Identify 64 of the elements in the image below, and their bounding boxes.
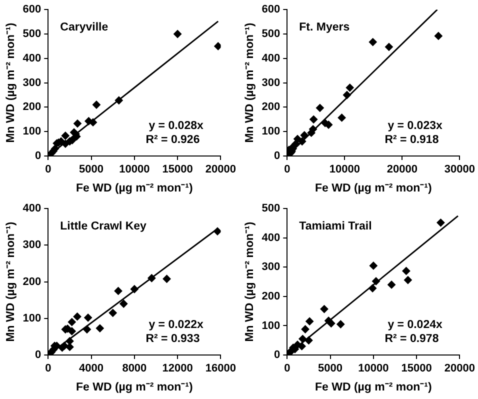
y-tick-label: 200	[22, 101, 42, 114]
x-tick-label: 5000	[318, 362, 343, 375]
annotation: y = 0.023x	[388, 120, 443, 132]
y-tick-label: 100	[262, 320, 280, 332]
y-tick-label: 300	[262, 261, 280, 274]
x-tick-label: 10000	[329, 164, 360, 176]
y-tick-label: 200	[262, 290, 280, 302]
y-tick-label: 0	[35, 150, 42, 162]
y-tick-label: 0	[274, 349, 280, 362]
y-axis-title: Mn WD (µg m⁻² mon⁻¹)	[5, 222, 18, 342]
x-tick-label: 15000	[401, 362, 432, 375]
x-axis-title: Fe WD (µg m⁻² mon⁻¹)	[76, 182, 194, 194]
x-tick-label: 0	[45, 362, 52, 375]
y-tick-label: 400	[262, 232, 280, 244]
x-tick-label: 0	[45, 164, 52, 176]
annotation: R² = 0.978	[384, 333, 440, 345]
text: Ft. Myers	[299, 22, 350, 34]
x-tick-label: 20000	[444, 362, 476, 375]
y-tick-label: 0	[274, 150, 280, 162]
x-tick-label: 10000	[358, 362, 389, 375]
y-tick-label: 400	[262, 52, 280, 64]
x-tick-label: 5000	[79, 164, 104, 176]
y-tick-label: 0	[35, 349, 42, 362]
y-tick-label: 100	[22, 126, 42, 138]
x-axis-title: Fe WD (µg m⁻² mon⁻¹)	[315, 182, 432, 194]
y-tick-label: 600	[22, 4, 42, 16]
y-tick-label: 100	[22, 312, 42, 324]
annotation: y = 0.024x	[388, 319, 443, 331]
text: Tamiami Trail	[299, 220, 372, 233]
text: Caryville	[60, 22, 108, 34]
x-tick-label: 8000	[122, 362, 147, 375]
y-tick-label: 500	[262, 202, 280, 215]
x-tick-label: 15000	[162, 164, 193, 176]
y-axis-title: Mn WD (µg m⁻² mon⁻¹)	[244, 22, 256, 143]
y-tick-label: 300	[22, 76, 42, 89]
annotation: R² = 0.933	[146, 333, 200, 345]
y-axis-title: Mn WD (µg m⁻² mon⁻¹)	[5, 22, 18, 143]
y-tick-label: 500	[22, 28, 42, 40]
x-tick-label: 20000	[205, 164, 236, 176]
x-axis-title: Fe WD (µg m⁻² mon⁻¹)	[315, 381, 432, 394]
x-tick-label: 0	[284, 164, 290, 176]
annotation: R² = 0.918	[384, 134, 440, 146]
x-tick-label: 12000	[162, 362, 193, 375]
y-tick-label: 200	[262, 101, 280, 114]
y-tick-label: 300	[262, 76, 280, 89]
x-tick-label: 0	[284, 362, 290, 375]
annotation: y = 0.028x	[148, 120, 204, 132]
annotation: y = 0.022x	[148, 319, 204, 331]
x-tick-label: 16000	[205, 362, 236, 375]
x-tick-label: 20000	[386, 164, 418, 176]
y-tick-label: 400	[22, 52, 42, 64]
x-tick-label: 30000	[444, 164, 476, 176]
y-tick-label: 600	[262, 4, 280, 16]
annotation: R² = 0.926	[146, 134, 200, 146]
y-tick-label: 500	[262, 28, 280, 40]
y-tick-label: 100	[262, 126, 280, 138]
x-tick-label: 10000	[119, 164, 150, 176]
text: Little Crawl Key	[60, 220, 148, 233]
x-axis-title: Fe WD (µg m⁻² mon⁻¹)	[76, 381, 194, 394]
x-tick-label: 4000	[79, 362, 104, 375]
y-tick-label: 400	[22, 202, 42, 215]
y-tick-label: 300	[22, 239, 42, 252]
y-tick-label: 200	[22, 276, 42, 288]
y-axis-title: Mn WD (µg m⁻² mon⁻¹)	[244, 222, 256, 342]
